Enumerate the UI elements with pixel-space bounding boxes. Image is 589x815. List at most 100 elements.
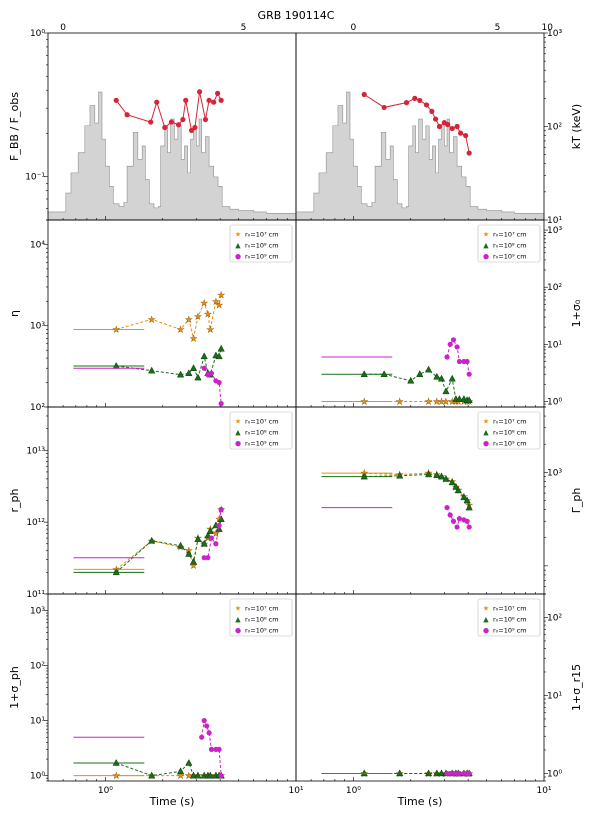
legend-marker: ● xyxy=(483,627,489,635)
legend-entry: r₀=10⁹ cm xyxy=(245,440,279,448)
series-line xyxy=(116,294,222,339)
data-point xyxy=(148,536,156,544)
legend-entry: r₀=10⁷ cm xyxy=(245,418,279,426)
data-point xyxy=(429,108,435,115)
data-point xyxy=(148,119,154,125)
data-point xyxy=(206,730,212,736)
data-point: ★ xyxy=(448,397,456,407)
data-point xyxy=(396,769,404,777)
y-axis-label: r_ph xyxy=(8,488,21,512)
legend-marker: ▲ xyxy=(235,429,241,437)
legend-entry: r₀=10⁹ cm xyxy=(245,627,279,635)
legend-entry: r₀=10⁷ cm xyxy=(493,605,527,613)
data-point xyxy=(437,769,446,777)
data-point xyxy=(206,97,212,103)
data-point xyxy=(112,758,120,766)
y-tick-label: 10² xyxy=(547,283,562,293)
data-point: ★ xyxy=(148,315,156,325)
legend-marker: ● xyxy=(235,627,241,635)
legend-entry: r₀=10⁸ cm xyxy=(245,616,279,624)
top-tick-label: 5 xyxy=(495,23,501,33)
y-tick-label: 10¹ xyxy=(30,717,45,727)
y-axis-label: η xyxy=(8,310,21,317)
y-tick-label: 10² xyxy=(547,123,562,133)
data-point xyxy=(218,97,224,103)
legend-entry: r₀=10⁸ cm xyxy=(493,616,527,624)
x-tick-label: 10⁰ xyxy=(98,786,113,796)
data-point: ★ xyxy=(215,301,223,311)
legend-entry: r₀=10⁹ cm xyxy=(493,627,527,635)
data-point xyxy=(460,493,468,501)
x-tick-label: 10¹ xyxy=(536,786,551,796)
legend-marker: ▲ xyxy=(235,616,241,624)
y-tick-label: 10⁰ xyxy=(547,769,562,779)
data-point xyxy=(208,370,215,376)
data-point xyxy=(447,512,453,518)
data-point xyxy=(424,470,433,478)
data-point xyxy=(448,478,456,486)
legend-marker: ▲ xyxy=(483,429,489,437)
data-point xyxy=(424,769,433,777)
x-tick-label: 10¹ xyxy=(288,786,303,796)
legend-entry: r₀=10⁹ cm xyxy=(493,253,527,261)
data-point xyxy=(417,97,423,104)
data-point xyxy=(183,97,189,103)
y-tick-label: 10¹² xyxy=(26,518,45,528)
data-point xyxy=(456,358,463,365)
data-point xyxy=(442,474,450,482)
data-point xyxy=(436,123,443,130)
y-tick-label: 10¹³ xyxy=(26,446,45,456)
data-point xyxy=(215,525,223,532)
legend-marker: ★ xyxy=(483,418,489,426)
data-point xyxy=(360,370,368,377)
data-point: ★ xyxy=(189,334,197,344)
legend-box xyxy=(477,598,541,637)
legend-marker: ● xyxy=(235,253,241,261)
data-point xyxy=(201,718,207,724)
data-point xyxy=(454,123,460,130)
y-axis-label: kT (keV) xyxy=(570,104,583,149)
data-point xyxy=(454,524,460,530)
data-point xyxy=(466,770,472,777)
y-axis-label: 1+σ_r15 xyxy=(570,664,583,711)
legend-marker: ▲ xyxy=(483,616,489,624)
data-point xyxy=(423,102,430,108)
data-point xyxy=(466,524,472,530)
data-point xyxy=(463,132,469,139)
data-point xyxy=(189,364,198,371)
data-point: ★ xyxy=(189,561,197,571)
data-point xyxy=(444,354,450,360)
legend-box xyxy=(229,411,293,450)
data-point xyxy=(448,374,456,382)
y-axis-label: 1+σ_ph xyxy=(8,666,21,709)
data-point xyxy=(216,522,222,529)
legend-entry: r₀=10⁷ cm xyxy=(493,418,527,426)
data-point: ★ xyxy=(112,325,120,335)
data-point xyxy=(456,516,463,522)
legend-entry: r₀=10⁸ cm xyxy=(493,242,527,250)
data-point xyxy=(403,100,410,106)
data-point xyxy=(452,482,460,490)
data-point: ★ xyxy=(206,325,214,335)
data-point xyxy=(218,401,224,407)
data-point xyxy=(200,352,208,360)
data-point: ★ xyxy=(212,529,220,539)
top-tick-label: 5 xyxy=(241,23,247,33)
legend-box xyxy=(477,224,541,263)
data-point xyxy=(433,116,439,122)
data-point xyxy=(412,95,418,101)
data-point xyxy=(442,387,450,395)
y-axis-label: F_BB / F_obs xyxy=(8,92,21,161)
xlabel-left: Time (s) xyxy=(149,795,195,808)
legend-marker: ★ xyxy=(483,605,489,613)
data-point: ★ xyxy=(360,397,368,407)
data-point: ★ xyxy=(185,315,193,325)
data-point xyxy=(211,99,217,105)
legend-entry: r₀=10⁸ cm xyxy=(245,429,279,437)
data-point xyxy=(194,535,202,542)
data-point xyxy=(450,337,457,343)
y-tick-label: 10¹¹ xyxy=(26,590,45,600)
